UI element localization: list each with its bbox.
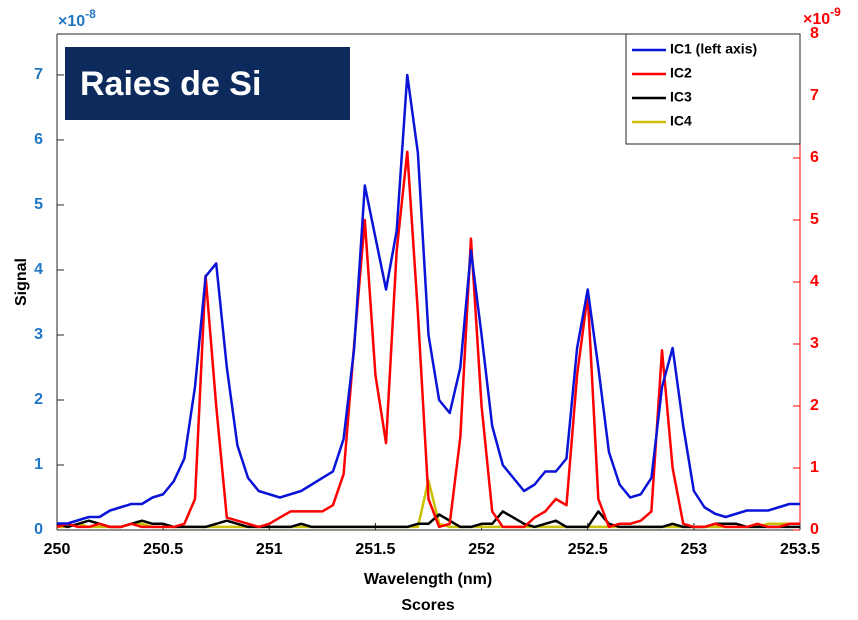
y-tick-label: 3: [34, 326, 43, 343]
y-tick-label: 0: [34, 521, 43, 538]
y-tick-label: 2: [34, 391, 43, 408]
x-tick-label: 251.5: [355, 541, 395, 558]
y2-tick-label: 3: [810, 335, 819, 352]
multiplier-base: ×10: [803, 11, 830, 28]
x-axis-label: Wavelength (nm): [364, 571, 492, 588]
annotation: Raies de Si: [80, 65, 261, 103]
x-tick-label: 250.5: [143, 541, 183, 558]
bottom-title: Scores: [401, 597, 454, 614]
axis-multiplier: ×10-9: [803, 5, 841, 28]
y2-tick-label: 8: [810, 25, 819, 42]
y2-tick-label: 2: [810, 397, 819, 414]
y2-tick-label: 6: [810, 149, 819, 166]
series-line: [56, 150, 800, 529]
legend-label: IC2: [670, 65, 692, 81]
y2-tick-label: 7: [810, 87, 819, 104]
y-axis-label: Signal: [13, 258, 30, 306]
y-tick-label: 7: [34, 66, 43, 83]
series-line: [57, 73, 800, 525]
y2-tick-label: 1: [810, 459, 819, 476]
legend-box: [625, 33, 801, 145]
annotation-box: [65, 47, 350, 120]
x-tick-label: 252: [468, 541, 495, 558]
legend-label: IC3: [670, 89, 692, 105]
x-tick-label: 250: [44, 541, 71, 558]
legend-label: IC4: [670, 113, 692, 129]
y-tick-label: 6: [34, 131, 43, 148]
multiplier-exponent: -9: [830, 5, 841, 19]
multiplier-exponent: -8: [85, 7, 96, 21]
x-tick-label: 253.5: [780, 541, 820, 558]
y2-tick-label: 0: [810, 521, 819, 538]
y-tick-label: 5: [34, 196, 43, 213]
y-tick-label: 1: [34, 456, 43, 473]
y2-tick-label: 4: [810, 273, 819, 290]
multiplier-base: ×10: [58, 13, 85, 30]
y2-tick-label: 5: [810, 211, 819, 228]
y-tick-label: 4: [34, 261, 43, 278]
series-line: [56, 510, 800, 529]
legend-label: IC1 (left axis): [670, 41, 757, 57]
x-tick-label: 251: [256, 541, 283, 558]
axis-multiplier: ×10-8: [58, 7, 96, 30]
x-tick-label: 253: [681, 541, 708, 558]
x-tick-label: 252.5: [568, 541, 608, 558]
